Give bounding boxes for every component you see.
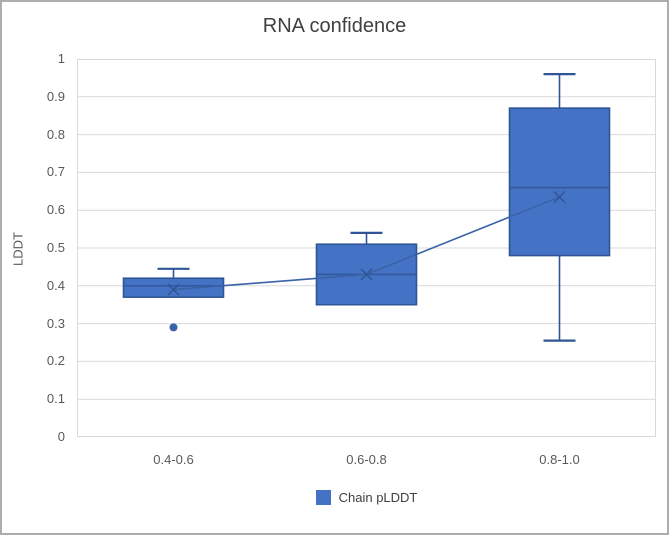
chart-title: RNA confidence — [262, 15, 407, 37]
x-tick-label: 0.8-1.0 — [539, 452, 580, 467]
x-tick-label: 0.4-0.6 — [153, 452, 194, 467]
y-tick-label: 0.3 — [46, 315, 65, 331]
plot-border — [77, 59, 656, 437]
plot-area — [77, 59, 656, 437]
boxplot-canvas — [77, 59, 656, 437]
mean-marker — [553, 190, 566, 204]
y-tick-label: 0 — [57, 429, 65, 444]
y-tick-label: 0.1 — [46, 391, 65, 407]
legend-swatch-icon — [315, 490, 331, 505]
y-tick-label: 0.9 — [46, 88, 65, 104]
mean-marker — [167, 283, 180, 296]
y-tick-label: 0.2 — [46, 353, 65, 369]
box — [508, 107, 611, 257]
outlier-point — [169, 323, 178, 332]
legend-label: Chain pLDDT — [338, 490, 418, 505]
mean-marker — [360, 268, 373, 281]
legend: Chain pLDDT — [77, 490, 656, 505]
y-tick-label: 0.4 — [46, 277, 65, 293]
box — [122, 277, 225, 298]
y-tick-label: 0.6 — [46, 202, 65, 218]
y-tick-label: 0.8 — [46, 126, 65, 142]
y-tick-label: 0.7 — [46, 164, 65, 180]
x-tick-label: 0.6-0.8 — [346, 452, 387, 467]
y-tick-label: 0.5 — [46, 240, 65, 255]
y-tick-label: 1 — [57, 51, 65, 66]
